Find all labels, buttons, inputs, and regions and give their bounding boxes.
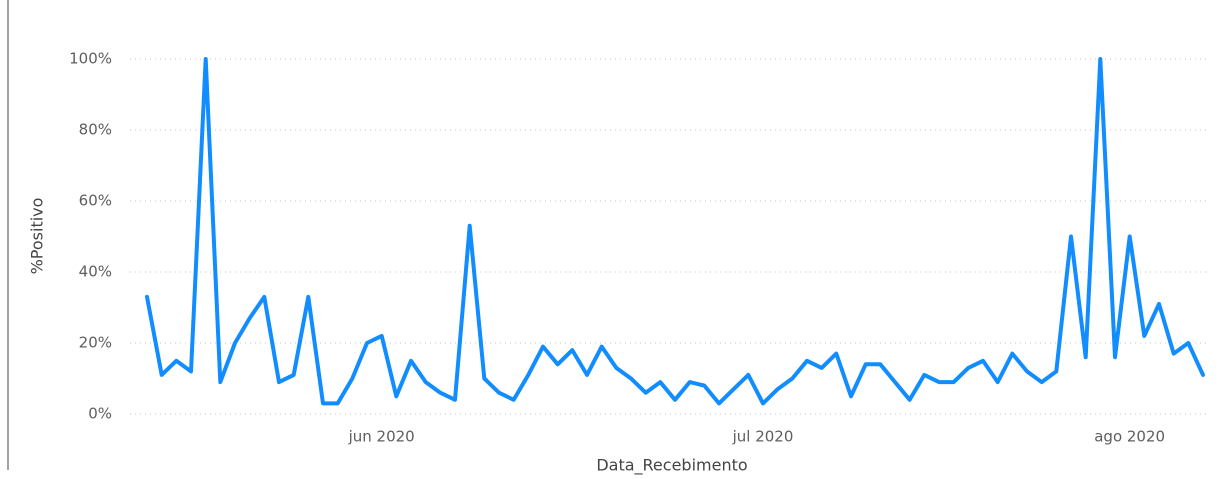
y-tick-label: 100%: [69, 50, 112, 68]
y-tick-label: 60%: [79, 192, 112, 210]
y-tick-label: 20%: [79, 334, 112, 352]
data-line: [145, 57, 1205, 406]
y-tick-label: 40%: [79, 263, 112, 281]
y-axis-title: %Positivo: [28, 198, 47, 275]
x-axis-title: Data_Recebimento: [596, 456, 747, 476]
x-tick-label: ago 2020: [1094, 428, 1165, 446]
y-tick-label: 0%: [88, 405, 112, 423]
x-tick-label: jun 2020: [348, 428, 415, 446]
y-tick-label: 80%: [79, 121, 112, 139]
x-tick-label: jul 2020: [732, 428, 794, 446]
